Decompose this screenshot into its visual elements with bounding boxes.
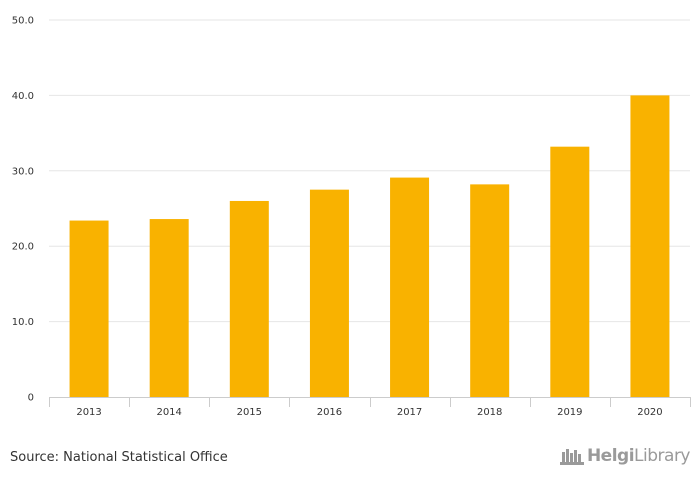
y-axis: 0 10.0 20.0 30.0 40.0 50.0 <box>12 16 34 404</box>
y-tick-label: 10.0 <box>12 317 34 328</box>
helgi-library-logo: Helgi Library <box>559 446 690 466</box>
x-tick-label: 2019 <box>557 407 582 418</box>
x-tick-label: 2016 <box>317 407 342 418</box>
bar-2015 <box>229 200 269 397</box>
x-tick-label: 2014 <box>156 407 181 418</box>
logo-text-helgi: Helgi <box>586 446 635 466</box>
x-tick-label: 2015 <box>237 407 262 418</box>
x-axis: 2013 2014 2015 2016 2017 2018 2019 2020 <box>49 397 691 418</box>
x-tick-label: 2013 <box>76 407 101 418</box>
bar-2014 <box>149 219 189 397</box>
bookshelf-icon <box>559 449 584 465</box>
bar-chart: 010.020.030.040.050.0 2013 2014 2015 2016 20… <box>12 16 691 418</box>
y-tick-label: 20.0 <box>12 242 34 253</box>
source-note: Source: National Statistical Office <box>10 450 228 465</box>
bar-2017 <box>390 177 430 397</box>
x-tick-label: 2018 <box>477 407 502 418</box>
bars <box>69 95 670 398</box>
y-tick-label: 0 <box>28 393 34 404</box>
gridlines <box>49 19 690 323</box>
bar-2013 <box>69 220 109 397</box>
y-tick-label: 50.0 <box>12 16 34 27</box>
bar-2016 <box>309 189 349 397</box>
x-tick-label: 2020 <box>637 407 662 418</box>
logo-text-library: Library <box>634 446 690 466</box>
y-tick-label: 30.0 <box>12 166 34 177</box>
y-tick-label: 40.0 <box>12 91 34 102</box>
bar-2018 <box>470 184 510 397</box>
bar-2020 <box>630 95 670 398</box>
x-tick-label: 2017 <box>397 407 422 418</box>
bar-2019 <box>550 146 590 397</box>
